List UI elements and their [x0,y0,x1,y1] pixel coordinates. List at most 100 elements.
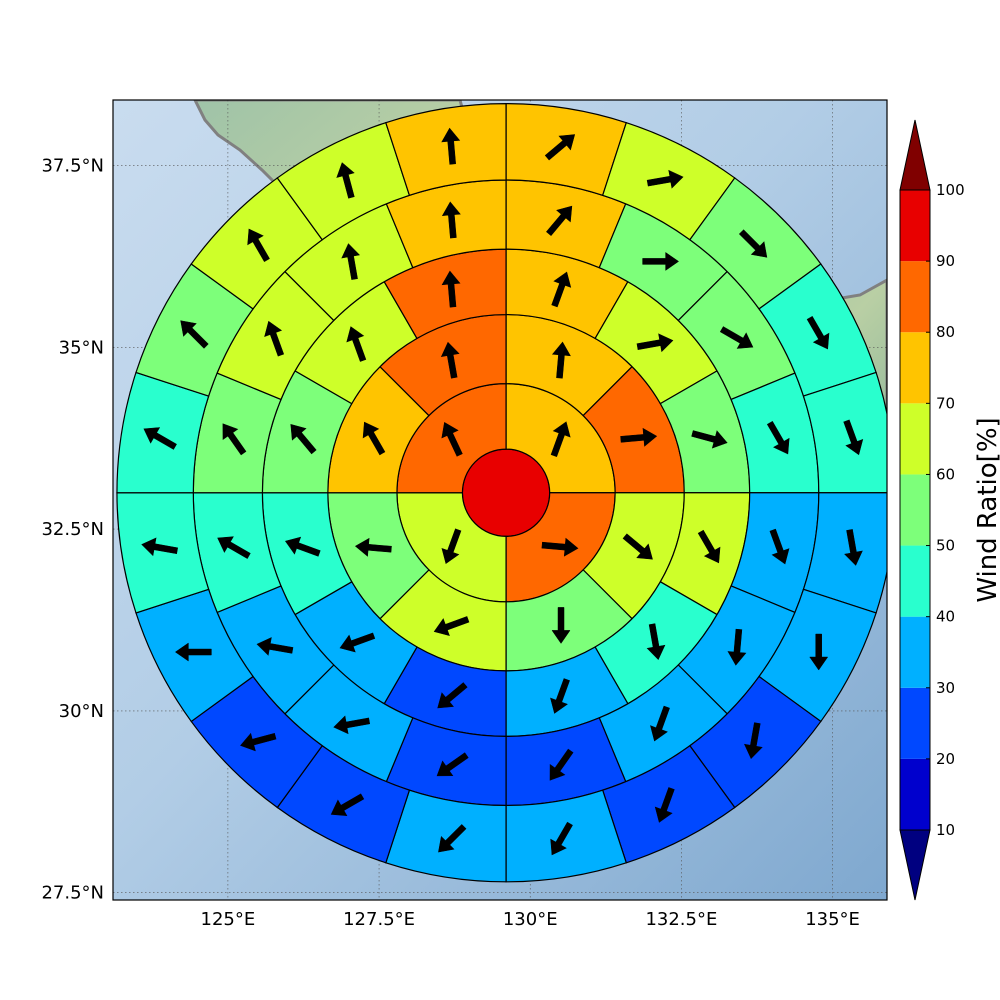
colorbar-tick-label: 90 [936,252,955,270]
colorbar-tick-label: 20 [936,750,955,768]
wind-arrow-r4-s3 [766,421,790,455]
colorbar-tick-label: 60 [936,465,955,483]
wind-arrow-r3-s7 [339,632,376,653]
wind-arrow-r5-s4 [843,419,864,456]
wind-direction-arrows [141,127,864,856]
x-tick-label: 135°E [805,909,860,930]
wind-arrow-r5-s3 [806,315,830,350]
colorbar-outline [899,189,931,831]
wind-arrow-r3-s4 [646,623,666,661]
wind-arrow-r5-s1 [646,169,684,189]
sector-r5-s4 [802,371,887,494]
colorbar-segment [900,474,930,546]
wind-arrow-r4-s12 [222,423,247,456]
wind-arrow-r5-s15 [143,427,177,450]
y-tick-label: 27.5°N [41,883,104,904]
map-frame [112,99,888,901]
wind-arrow-r5-s11 [330,793,365,816]
x-tick-label: 132.5°E [645,909,717,930]
wind-arrow-r5-s7 [744,722,763,760]
wind-arrow-r2-s3 [551,607,571,644]
wind-arrow-r5-s16 [180,320,209,349]
wind-arrow-r4-s6 [650,705,670,742]
wind-arrow-r5-s10 [438,824,467,853]
wind-arrow-r2-s4 [433,616,470,636]
colorbar-ticks: 10 20 30 40 50 60 70 80 90 100 [926,181,965,839]
wind-arrow-r3-s11 [441,270,461,308]
colorbar-extend-top [899,119,931,191]
wind-arrow-r3-s3 [697,529,721,564]
wind-arrow-r4-s13 [264,320,285,357]
wind-arrow-r4-s2 [719,326,754,349]
wind-arrow-r2-s7 [440,341,460,379]
wind-arrow-r5-s17 [247,228,270,263]
colorbar-segment [900,261,930,333]
wind-arrow-r1-s2 [441,528,462,565]
colorbar: 10 20 30 40 50 60 70 80 90 100 Wind Ratio[%] [899,119,1000,901]
x-tick-label: 125°E [201,909,256,930]
colorbar-segments [899,119,931,901]
wind-arrow-r4-s7 [549,748,574,781]
wind-arrow-r4-s10 [256,637,294,656]
wind-arrow-r4-s5 [727,628,747,666]
colorbar-segment [900,190,930,262]
y-tick-label: 32.5°N [41,519,104,540]
wind-arrow-r2-s6 [362,421,386,456]
colorbar-label: Wind Ratio[%] [973,417,1000,602]
wind-arrow-r3-s10 [346,326,367,362]
wind-arrow-r2-s1 [620,427,658,447]
colorbar-segment [900,403,930,475]
colorbar-extend-bottom [899,829,931,901]
wind-arrow-r5-s19 [441,127,461,165]
wind-arrow-r4-s9 [333,715,371,735]
wind-arrow-r5-s13 [174,642,212,662]
wind-arrow-r5-s8 [654,787,675,823]
y-axis-ticks: 27.5°N 30°N 32.5°N 35°N 37.5°N [41,155,104,903]
x-tick-label: 130°E [503,909,558,930]
wind-arrow-r4-s4 [769,528,790,565]
colorbar-tick-label: 50 [936,537,955,555]
colorbar-tick-label: 10 [936,821,955,839]
wind-arrow-r4-s15 [441,201,461,239]
wind-arrow-r4-s1 [642,251,680,271]
colorbar-segment [900,687,930,759]
wind-arrow-r2-s0 [551,341,571,379]
y-tick-label: 30°N [59,701,104,722]
colorbar-segment [900,332,930,404]
colorbar-segment [900,545,930,617]
wind-arrow-r5-s6 [809,633,829,671]
wind-arrow-r4-s0 [546,205,573,236]
wind-arrow-r4-s8 [436,752,469,777]
wind-arrow-r2-s2 [622,533,653,560]
wind-arrow-r5-s0 [544,134,576,161]
wind-ratio-sectors [116,103,887,883]
wind-arrow-r3-s0 [551,271,572,308]
wind-arrow-r4-s11 [217,536,251,559]
wind-arrow-r5-s18 [336,162,355,199]
wind-arrow-r3-s5 [550,678,570,714]
wind-arrow-r4-s14 [341,243,361,280]
map-plot-area [112,99,888,901]
wind-arrow-r5-s2 [738,229,768,258]
wind-arrow-r1-s0 [550,421,571,457]
wind-arrow-r2-s5 [354,537,392,557]
wind-arrow-r3-s8 [284,536,321,557]
y-tick-label: 35°N [59,337,104,358]
wind-arrow-r3-s9 [290,424,317,455]
colorbar-tick-label: 30 [936,679,955,697]
wind-arrow-r5-s5 [844,529,863,566]
x-axis-ticks: 125°E 127.5°E 130°E 132.5°E 135°E [201,909,860,930]
sector-r5-s19 [385,103,507,197]
y-tick-label: 37.5°N [41,155,104,176]
wind-arrow-r3-s6 [437,682,468,709]
wind-arrow-r5-s14 [141,537,178,557]
colorbar-tick-label: 40 [936,608,955,626]
wind-arrow-r1-s3 [441,422,463,457]
colorbar-segment [900,758,930,830]
x-tick-label: 127.5°E [343,909,415,930]
colorbar-tick-label: 80 [936,323,955,341]
wind-arrow-r1-s1 [541,537,579,557]
colorbar-segment [900,616,930,688]
wind-arrow-r5-s12 [240,732,277,752]
